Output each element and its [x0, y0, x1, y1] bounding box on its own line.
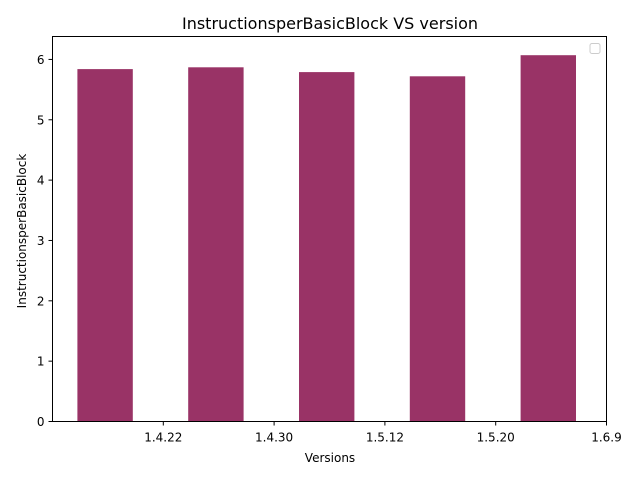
bar-1.6.9 — [520, 55, 576, 422]
plot-frame — [52, 36, 607, 422]
y-tick-label: 0 — [37, 415, 45, 429]
bar-1.5.20 — [409, 76, 466, 422]
x-tick-label: 1.5.12 — [366, 431, 404, 445]
bar-1.5.12 — [299, 72, 355, 422]
y-tick-label: 1 — [37, 355, 45, 369]
x-tick-label: 1.6.9 — [591, 431, 622, 445]
y-tick-label: 2 — [37, 294, 45, 308]
y-axis-ticks: 0 1 2 3 4 5 6 — [37, 53, 53, 429]
bar-1.4.30 — [188, 67, 244, 422]
chart-title: InstructionsperBasicBlock VS version — [182, 14, 478, 33]
x-axis-label: Versions — [305, 451, 355, 465]
bar-1.4.22 — [77, 69, 133, 422]
x-tick-label: 1.4.22 — [144, 431, 182, 445]
y-tick-label: 6 — [37, 53, 45, 67]
legend-box — [589, 43, 601, 54]
x-tick-label: 1.4.30 — [255, 431, 293, 445]
x-tick-label: 1.5.20 — [477, 431, 515, 445]
x-axis-ticks: 1.4.22 1.4.30 1.5.12 1.5.20 1.6.9 — [144, 421, 622, 445]
y-axis-label: InstructionsperBasicBlock — [15, 154, 29, 309]
y-tick-label: 5 — [37, 113, 45, 127]
y-tick-label: 3 — [37, 234, 45, 248]
bars-group — [77, 55, 576, 422]
y-tick-label: 4 — [37, 174, 45, 188]
